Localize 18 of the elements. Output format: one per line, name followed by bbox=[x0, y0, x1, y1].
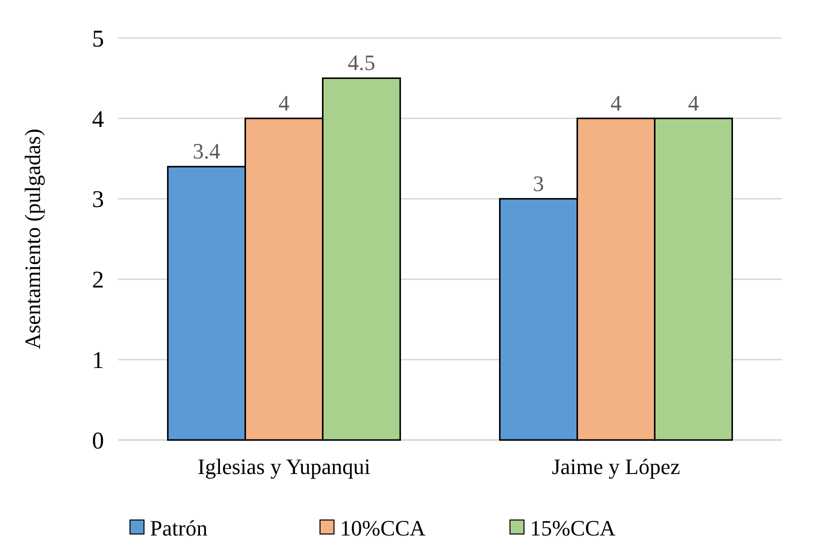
x-tick-label: Iglesias y Yupanqui bbox=[198, 454, 370, 479]
y-axis-title: Asentamiento (pulgadas) bbox=[20, 128, 45, 350]
data-label: 3.4 bbox=[192, 138, 220, 164]
data-label: 4 bbox=[688, 90, 699, 116]
data-label: 3 bbox=[533, 170, 544, 196]
data-label: 4 bbox=[278, 90, 290, 116]
data-label: 4 bbox=[610, 90, 622, 116]
x-tick-label: Jaime y López bbox=[552, 454, 680, 479]
legend-label: 10%CCA bbox=[340, 516, 426, 541]
data-label: 4.5 bbox=[348, 50, 376, 76]
y-tick-label: 5 bbox=[92, 26, 104, 52]
y-tick-label: 2 bbox=[92, 268, 104, 294]
y-tick-label: 0 bbox=[92, 428, 104, 454]
y-tick-label: 4 bbox=[92, 106, 104, 133]
legend-label: 15%CCA bbox=[530, 516, 616, 541]
legend-label: Patrón bbox=[150, 516, 208, 541]
y-tick-label: 1 bbox=[92, 348, 104, 374]
y-tick-label: 3 bbox=[92, 187, 104, 214]
